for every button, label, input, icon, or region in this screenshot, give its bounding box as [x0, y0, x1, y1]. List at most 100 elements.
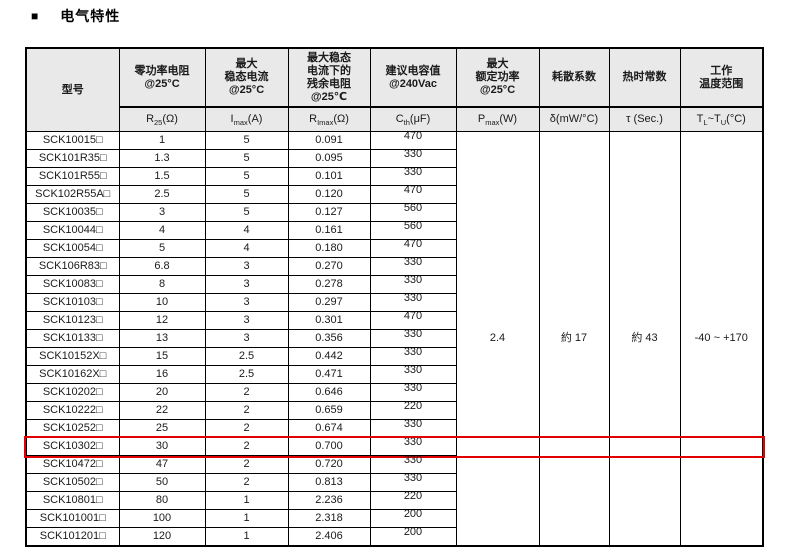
rimax-cell: 0.659: [287, 401, 371, 420]
table-row: SCK10202□ 20 2 0.646 330: [25, 383, 763, 402]
section-bullet-icon: ■: [31, 9, 39, 23]
cth-cell: 330: [369, 383, 457, 402]
table-row: SCK10472□ 47 2 0.720 330: [25, 455, 763, 474]
subheader-rimax: RImax(Ω): [287, 106, 371, 132]
imax-cell: 2.5: [204, 365, 289, 384]
cth-cell: 330: [369, 329, 457, 348]
r25-cell: 1: [118, 131, 206, 150]
subheader-temp-range: TL~TU(°C): [679, 106, 764, 132]
r25-cell: 20: [118, 383, 206, 402]
imax-cell: 5: [204, 203, 289, 222]
r25-cell: 5: [118, 239, 206, 258]
model-cell: SCK10133□: [25, 329, 120, 348]
model-cell: SCK10015□: [25, 131, 120, 150]
header-row-symbols: R25(Ω) Imax(A) RImax(Ω) Cth(μF) Pmax(W) …: [26, 106, 764, 132]
subheader-r25: R25(Ω): [118, 106, 206, 132]
model-cell: SCK10472□: [25, 455, 120, 474]
imax-cell: 3: [204, 311, 289, 330]
rimax-cell: 0.278: [287, 275, 371, 294]
col-header-dissipation-factor: 耗散系数: [538, 47, 610, 108]
cth-cell: 470: [369, 131, 457, 150]
rimax-cell: 0.180: [287, 239, 371, 258]
subheader-delta: δ(mW/°C): [538, 106, 610, 132]
rimax-cell: 0.270: [287, 257, 371, 276]
subheader-cth: Cth(μF): [369, 106, 457, 132]
model-cell: SCK10123□: [25, 311, 120, 330]
electrical-characteristics-table: 型号 零功率电阻 @25°C 最大 稳态电流 @25°C 最大稳态 电流下的 残余电阻 @2…: [24, 47, 765, 547]
cth-cell: 330: [369, 473, 457, 492]
r25-cell: 3: [118, 203, 206, 222]
pmax-merged-cell: 2.4: [455, 131, 540, 547]
temp-range-merged-cell: -40 ~ +170: [679, 131, 764, 547]
cth-cell: 330: [369, 149, 457, 168]
tau-merged-cell: 約 43: [608, 131, 681, 547]
model-cell: SCK10302□: [25, 437, 120, 456]
imax-cell: 2: [204, 455, 289, 474]
col-header-max-steady-state-current: 最大 稳态电流 @25°C: [204, 47, 289, 108]
table-row: SCK102R55A□ 2.5 5 0.120 470: [25, 185, 763, 204]
col-header-zero-power-resistance: 零功率电阻 @25°C: [118, 47, 206, 108]
cth-cell: 470: [369, 239, 457, 258]
r25-cell: 16: [118, 365, 206, 384]
cth-cell: 200: [369, 527, 457, 547]
col-header-model: 型号: [25, 47, 120, 132]
imax-cell: 2: [204, 437, 289, 456]
imax-cell: 5: [204, 167, 289, 186]
r25-cell: 80: [118, 491, 206, 510]
table-row: SCK101R35□ 1.3 5 0.095 330: [25, 149, 763, 168]
table-row: SCK10252□ 25 2 0.674 330: [25, 419, 763, 438]
r25-cell: 47: [118, 455, 206, 474]
r25-cell: 1.3: [118, 149, 206, 168]
r25-cell: 4: [118, 221, 206, 240]
r25-cell: 50: [118, 473, 206, 492]
rimax-cell: 0.101: [287, 167, 371, 186]
imax-cell: 3: [204, 329, 289, 348]
table-row: SCK10123□ 12 3 0.301 470: [25, 311, 763, 330]
imax-cell: 1: [204, 509, 289, 528]
cth-cell: 560: [369, 203, 457, 222]
rimax-cell: 0.720: [287, 455, 371, 474]
rimax-cell: 2.236: [287, 491, 371, 510]
table-row-highlighted: SCK10302□ 30 2 0.700 330: [24, 435, 765, 458]
rimax-cell: 0.127: [287, 203, 371, 222]
r25-cell: 6.8: [118, 257, 206, 276]
cth-cell: 560: [369, 221, 457, 240]
imax-cell: 2: [204, 419, 289, 438]
cth-cell: 220: [369, 491, 457, 510]
model-cell: SCK101001□: [25, 509, 120, 528]
imax-cell: 4: [204, 221, 289, 240]
cth-cell: 330: [369, 347, 457, 366]
model-cell: SCK101R35□: [25, 149, 120, 168]
table-row: SCK10015□ 1 5 0.091 470 2.4 約 17 約 43 -40 ~ +170: [25, 131, 764, 547]
rimax-cell: 0.700: [287, 437, 371, 456]
model-cell: SCK10103□: [25, 293, 120, 312]
imax-cell: 2: [204, 473, 289, 492]
rimax-cell: 0.301: [287, 311, 371, 330]
model-cell: SCK10083□: [25, 275, 120, 294]
table-row: SCK101201□ 120 1 2.406 200: [25, 527, 763, 547]
imax-cell: 5: [204, 149, 289, 168]
model-cell: SCK10035□: [25, 203, 120, 222]
imax-cell: 3: [204, 257, 289, 276]
model-cell: SCK10044□: [25, 221, 120, 240]
table-row: SCK10044□ 4 4 0.161 560: [25, 221, 763, 240]
cth-cell: 330: [369, 455, 457, 474]
r25-cell: 30: [118, 437, 206, 456]
rimax-cell: 0.297: [287, 293, 371, 312]
model-cell: SCK10162X□: [25, 365, 120, 384]
imax-cell: 5: [204, 131, 289, 150]
imax-cell: 2: [204, 401, 289, 420]
rimax-cell: 0.161: [287, 221, 371, 240]
table-row: SCK10054□ 5 4 0.180 470: [25, 239, 763, 258]
subheader-imax: Imax(A): [204, 106, 289, 132]
imax-cell: 2: [204, 383, 289, 402]
subheader-pmax: Pmax(W): [455, 106, 540, 132]
imax-cell: 5: [204, 185, 289, 204]
section-heading: ■ 电气特性: [31, 6, 120, 26]
r25-cell: 120: [118, 527, 206, 547]
col-header-recommended-capacitance: 建议电容值 @240Vac: [369, 47, 457, 108]
cth-cell: 200: [369, 509, 457, 528]
model-cell: SCK10502□: [25, 473, 120, 492]
rimax-cell: 2.406: [287, 527, 371, 547]
rimax-cell: 0.120: [287, 185, 371, 204]
